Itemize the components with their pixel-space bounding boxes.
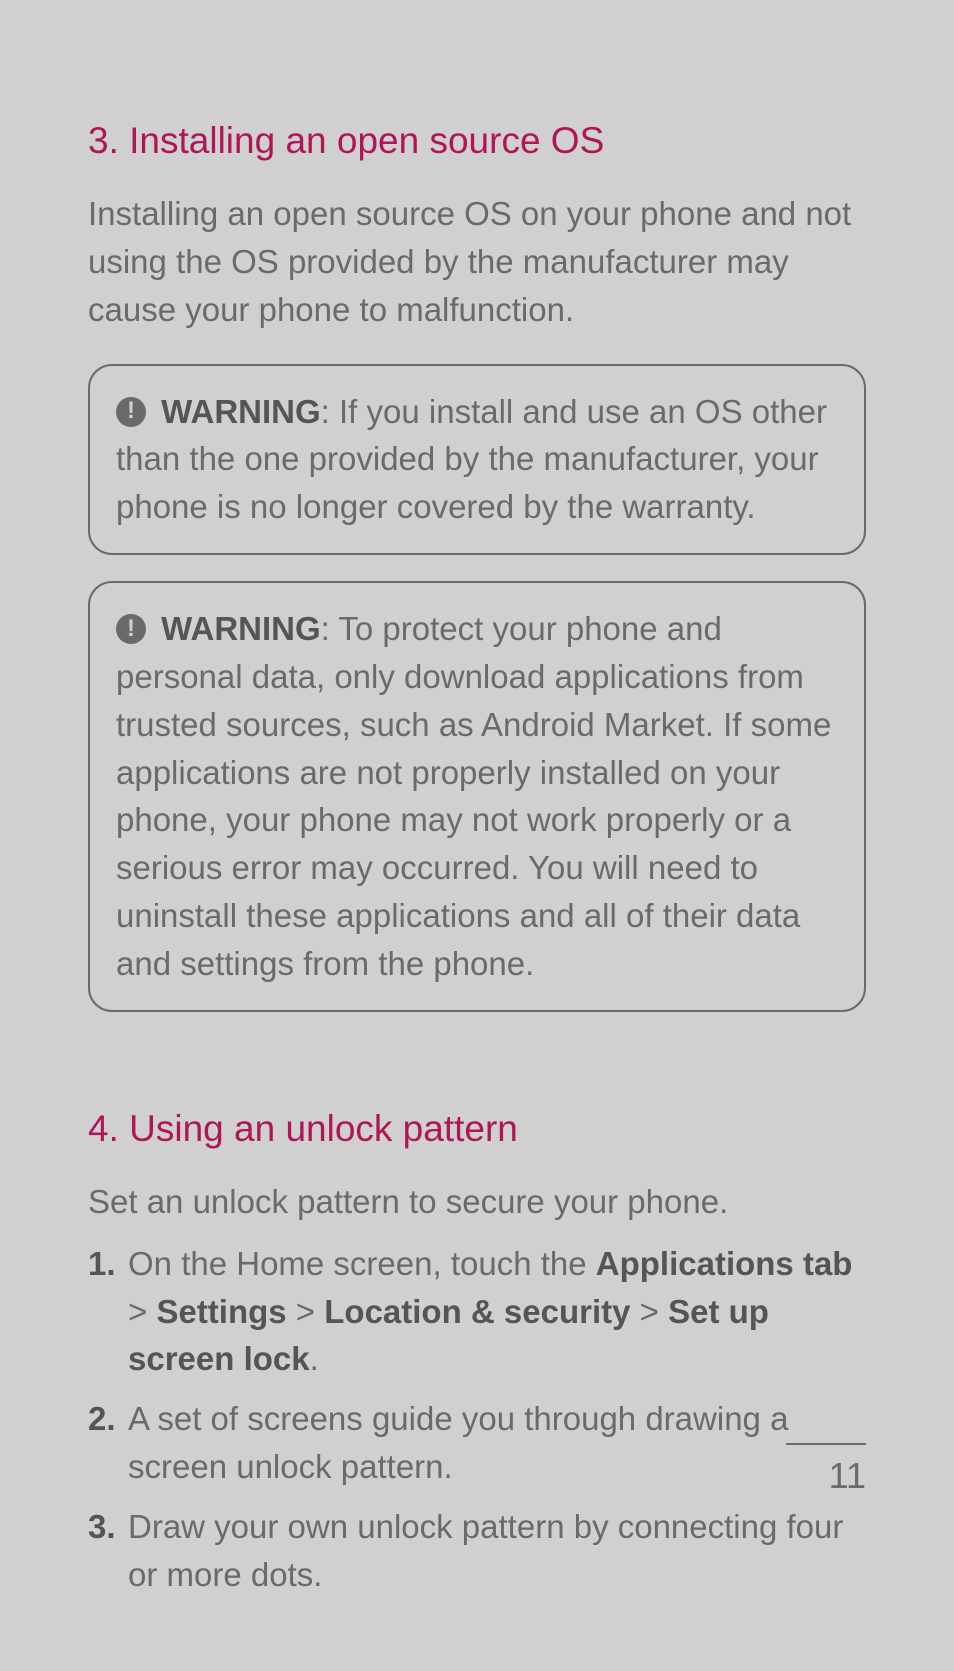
step-number-2: 2. bbox=[88, 1395, 116, 1443]
step-1-gt2: > bbox=[287, 1293, 325, 1330]
step-2: 2. A set of screens guide you through dr… bbox=[88, 1395, 866, 1491]
warning-icon: ! bbox=[116, 397, 146, 427]
step-number-1: 1. bbox=[88, 1240, 116, 1288]
warning-1-content: ! WARNING: If you install and use an OS … bbox=[116, 388, 838, 532]
step-1-bold-1: Applications tab bbox=[596, 1245, 853, 1282]
step-3-text: Draw your own unlock pattern by connecti… bbox=[128, 1508, 843, 1593]
section-gap bbox=[88, 1038, 866, 1108]
warning-2-text: : To protect your phone and personal dat… bbox=[116, 610, 831, 982]
step-1-prefix: On the Home screen, touch the bbox=[128, 1245, 596, 1282]
warning-2-label: WARNING bbox=[161, 610, 321, 647]
step-1-gt3: > bbox=[630, 1293, 668, 1330]
step-2-text: A set of screens guide you through drawi… bbox=[128, 1400, 788, 1485]
step-1-bold-2: Settings bbox=[156, 1293, 286, 1330]
warning-2-content: ! WARNING: To protect your phone and per… bbox=[116, 605, 838, 988]
warning-1-label: WARNING bbox=[161, 393, 321, 430]
warning-box-1: ! WARNING: If you install and use an OS … bbox=[88, 364, 866, 556]
page-footer: 11 bbox=[786, 1443, 866, 1497]
page-number: 11 bbox=[786, 1455, 866, 1497]
warning-box-2: ! WARNING: To protect your phone and per… bbox=[88, 581, 866, 1012]
manual-page: 3. Installing an open source OS Installi… bbox=[0, 0, 954, 1671]
section-3-heading: 3. Installing an open source OS bbox=[88, 120, 866, 162]
warning-icon: ! bbox=[116, 614, 146, 644]
step-1-gt1: > bbox=[128, 1293, 156, 1330]
section-4-heading: 4. Using an unlock pattern bbox=[88, 1108, 866, 1150]
page-number-divider bbox=[786, 1443, 866, 1445]
section-3-intro: Installing an open source OS on your pho… bbox=[88, 190, 866, 334]
step-1: 1. On the Home screen, touch the Applica… bbox=[88, 1240, 866, 1384]
step-1-bold-3: Location & security bbox=[324, 1293, 630, 1330]
step-3: 3. Draw your own unlock pattern by conne… bbox=[88, 1503, 866, 1599]
section-4-intro: Set an unlock pattern to secure your pho… bbox=[88, 1178, 866, 1226]
step-1-suffix: . bbox=[310, 1340, 319, 1377]
step-number-3: 3. bbox=[88, 1503, 116, 1551]
